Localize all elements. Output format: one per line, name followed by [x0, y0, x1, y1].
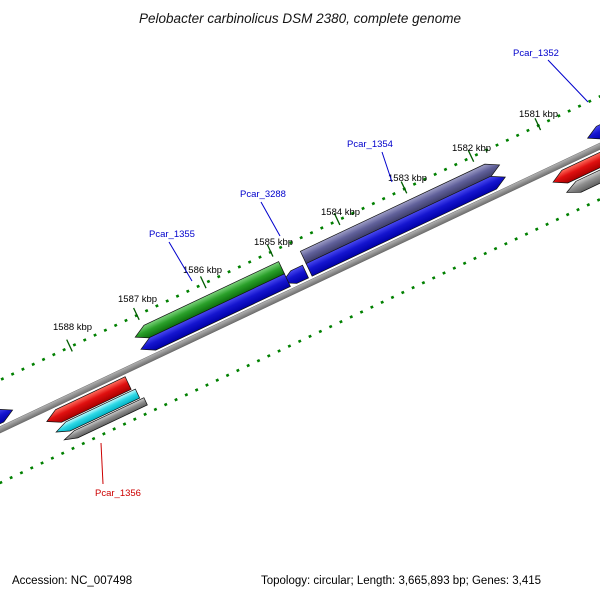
pcar-1354-cds-arrow[interactable] [305, 171, 508, 277]
gene-arrows [0, 115, 600, 444]
gene-labels: Pcar_1352 Pcar_1354 Pcar_3288 Pcar_1355 Pcar… [95, 48, 589, 499]
gene-label-pcar_1356[interactable]: Pcar_1356 [95, 488, 141, 499]
pcar-1356-outer-arrow[interactable] [54, 388, 141, 437]
gene-label-pcar_3288[interactable]: Pcar_3288 [240, 189, 286, 200]
gene-left-gray-arrow[interactable] [63, 397, 148, 444]
ruler-tick [66, 339, 73, 352]
ruler-tick [400, 181, 408, 194]
ruler-tick-label: 1587 kbp [118, 294, 157, 305]
ruler-tick [199, 276, 207, 289]
gene-label-leader [168, 241, 193, 282]
gene-right-red-arrow[interactable] [550, 137, 600, 188]
pcar-3288-cds-arrow[interactable] [279, 264, 309, 289]
status-accession: Accession: NC_007498 [12, 575, 132, 587]
ruler-tick [266, 244, 274, 257]
genome-track [0, 94, 600, 485]
ruler-labels: 1581 kbp 1582 kbp 1583 kbp 1584 kbp 1585 kbp… [53, 109, 558, 333]
gene-right-gray-arrow[interactable] [564, 152, 600, 198]
pcar-1355-outer-arrow[interactable] [132, 261, 286, 344]
ruler-tick [534, 118, 542, 131]
gene-label-pcar_1352[interactable]: Pcar_1352 [513, 48, 559, 59]
upper-ruler-dotted-line [0, 94, 600, 401]
gene-label-leader [100, 442, 104, 485]
ruler-tick [333, 212, 341, 226]
ruler-tick-label: 1583 kbp [388, 173, 427, 184]
genome-backbone [0, 131, 600, 445]
ruler-tick [133, 307, 140, 321]
page-title: Pelobacter carbinolicus DSM 2380, comple… [139, 11, 461, 26]
ruler-ticks [66, 118, 542, 352]
pcar-1356-cds-arrow[interactable] [44, 376, 132, 428]
ruler-tick-label: 1588 kbp [53, 322, 92, 333]
gene-label-pcar_1355[interactable]: Pcar_1355 [149, 229, 195, 240]
pcar-1355-cds-arrow[interactable] [138, 273, 291, 356]
ruler-tick [467, 149, 475, 162]
pcar-1352-cds-arrow[interactable] [585, 115, 600, 145]
gene-label-pcar_1354[interactable]: Pcar_1354 [347, 139, 393, 150]
status-summary: Topology: circular; Length: 3,665,893 bp… [261, 575, 541, 587]
gene-label-leader [547, 59, 589, 103]
ruler-tick-label: 1582 kbp [452, 143, 491, 154]
ruler-tick-label: 1585 kbp [254, 237, 293, 248]
ruler-tick-label: 1586 kbp [183, 265, 222, 276]
gene-label-leader [381, 151, 393, 183]
pcar-1354-outer-arrow[interactable] [299, 159, 502, 265]
ruler-tick-label: 1581 kbp [519, 109, 558, 120]
gene-left-edge-arrow[interactable] [0, 404, 16, 438]
gene-label-leader [260, 201, 281, 237]
lower-ruler-dotted-line [0, 178, 600, 485]
ruler-tick-label: 1584 kbp [321, 207, 360, 218]
